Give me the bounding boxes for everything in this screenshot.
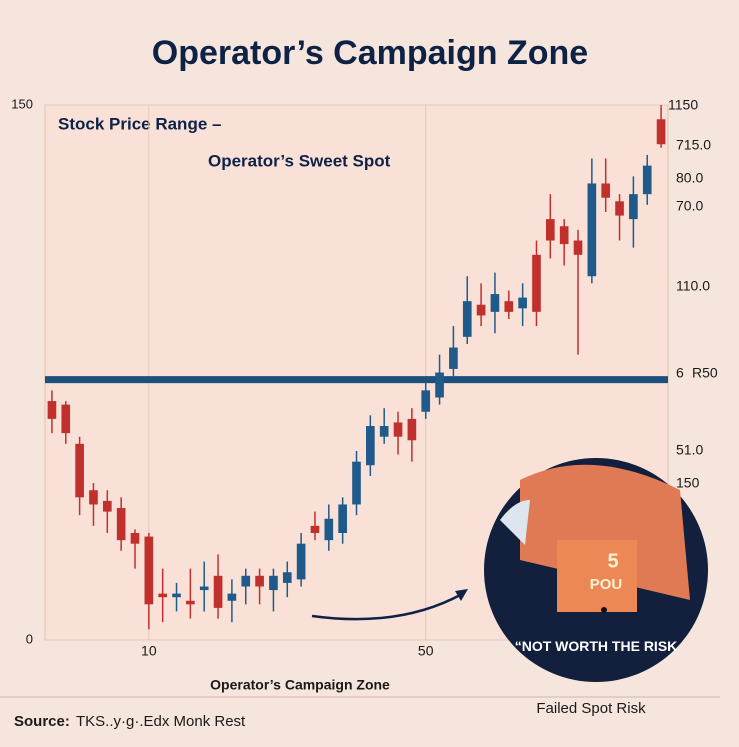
- arrow: [311, 592, 463, 621]
- inset-word: POU: [590, 576, 623, 593]
- inset: 5 POU “NOT WORTH THE RISK: [484, 458, 708, 682]
- candle-body: [615, 201, 624, 216]
- plot: 0 150 10 50 1150 715.0 80.0 70.0 110.0 6 R50 51.0 15…: [11, 96, 718, 658]
- candle-body: [47, 401, 57, 419]
- right-label: 80.0: [676, 170, 703, 186]
- candle-body: [144, 536, 154, 605]
- candle-body: [642, 165, 652, 195]
- candle-body: [393, 422, 403, 437]
- candle-body: [559, 226, 569, 245]
- x-tick-label: 10: [141, 643, 157, 659]
- candle-body: [532, 254, 541, 312]
- candle-body: [282, 572, 292, 583]
- inset-caption: “NOT WORTH THE RISK: [514, 638, 678, 654]
- candle-body: [490, 294, 500, 312]
- candle-body: [449, 347, 458, 369]
- candle-body: [545, 219, 555, 241]
- candle-body: [213, 575, 223, 608]
- candle-body: [172, 593, 181, 598]
- candle-body: [656, 119, 666, 145]
- chart-title: Operator’s Campaign Zone: [152, 34, 588, 72]
- candle-body: [102, 500, 112, 512]
- footer-text: Failed Spot Risk: [536, 700, 646, 717]
- candle-body: [601, 183, 611, 198]
- candle-body: [255, 575, 264, 587]
- right-label: 715.0: [676, 137, 711, 153]
- candle-body: [269, 575, 278, 591]
- candle-body: [310, 525, 320, 533]
- x-axis-label: Operator’s Campaign Zone: [210, 677, 390, 693]
- inset-number: 5: [607, 550, 618, 572]
- candle-body: [296, 543, 306, 580]
- candle-body: [338, 504, 347, 533]
- y-tick-label: 0: [26, 631, 33, 646]
- y-tick-label: 150: [11, 96, 33, 111]
- candle-body: [518, 297, 527, 309]
- right-label: 1150: [668, 97, 698, 113]
- candle-body: [158, 593, 168, 598]
- candle-body: [476, 304, 486, 316]
- candle-body: [629, 194, 638, 220]
- candle-body: [186, 600, 195, 605]
- source-text: TKS..y·g·.Edx Monk Rest: [76, 713, 246, 730]
- source-label: Source:: [14, 713, 70, 730]
- candle-body: [379, 426, 389, 437]
- candle-body: [421, 390, 431, 412]
- inset-caption-box: “NOT WORTH THE RISK: [514, 638, 678, 654]
- candle-body: [61, 404, 71, 434]
- annotation: Stock Price Range –: [58, 114, 221, 133]
- candle-body: [352, 461, 361, 505]
- candle-body: [504, 301, 514, 312]
- candle-body: [435, 372, 444, 398]
- annotation: Operator’s Sweet Spot: [208, 151, 391, 170]
- candle-body: [324, 518, 334, 541]
- candle-body: [75, 443, 84, 498]
- right-label: 150: [676, 475, 700, 491]
- candle-body: [199, 586, 209, 591]
- candle-body: [407, 418, 417, 441]
- inset-dot: [601, 607, 607, 613]
- inset-edge: [500, 500, 530, 545]
- candle-body: [573, 240, 583, 255]
- right-label: R50: [692, 365, 718, 381]
- candle-body: [227, 593, 237, 601]
- right-label: 110.0: [676, 278, 710, 294]
- candle-body: [89, 490, 98, 505]
- candle-body: [130, 533, 140, 544]
- candle-body: [587, 183, 597, 277]
- right-label: 6: [676, 365, 684, 381]
- right-label: 51.0: [676, 442, 703, 458]
- x-tick-label: 50: [418, 643, 434, 659]
- candle-body: [241, 575, 251, 587]
- candle-body: [116, 508, 126, 541]
- candle-body: [366, 426, 375, 466]
- right-label: 70.0: [676, 198, 703, 214]
- candle-body: [462, 301, 472, 337]
- arrow-head: [455, 589, 468, 601]
- inset-box: [557, 540, 637, 612]
